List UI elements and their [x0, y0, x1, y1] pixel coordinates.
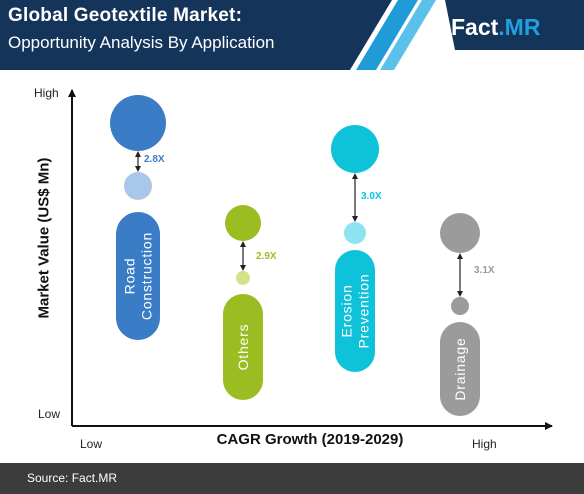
others-pill — [223, 294, 263, 400]
footer: Source: Fact.MR — [0, 463, 584, 494]
erosion-prevention-category-label: Erosion — [339, 284, 355, 337]
others-category-label: Others — [235, 324, 251, 371]
x-tick-high: High — [472, 437, 497, 451]
y-tick-low: Low — [38, 407, 61, 421]
road-construction-bubble-small — [124, 172, 152, 200]
header-stripe-1 — [356, 0, 418, 70]
erosion-prevention-bubble-large — [331, 125, 379, 173]
x-axis-label: CAGR Growth (2019-2029) — [216, 431, 404, 448]
erosion-prevention-bubble-small — [344, 222, 366, 244]
road-construction-category-label: Construction — [139, 232, 155, 320]
road-construction-bubble-large — [110, 95, 166, 151]
road-construction-pill — [116, 212, 160, 340]
erosion-prevention-multiplier-label: 3.0X — [361, 191, 382, 202]
drainage-bubble-large — [440, 213, 480, 253]
y-axis-label: Market Value (US$ Mn) — [35, 157, 53, 319]
source-text: Source: Fact.MR — [27, 471, 118, 485]
erosion-prevention-pill — [335, 250, 375, 372]
others-bubble-small — [236, 271, 250, 285]
chart-title: Global Geotextile Market: — [8, 5, 243, 26]
drainage-multiplier-label: 3.1X — [474, 265, 495, 276]
header-dark-band — [0, 0, 392, 70]
brand-logo: Fact.MR — [451, 14, 540, 41]
logo-box — [445, 0, 584, 50]
drainage-bubble-small — [451, 297, 469, 315]
chart-subtitle: Opportunity Analysis By Application — [8, 33, 275, 52]
logo-mr-text: .MR — [498, 14, 541, 40]
plot-area: 2.8X Road Construction 2.9X Others 3.0X Erosio… — [68, 89, 553, 430]
header-stripe-2 — [380, 0, 436, 70]
erosion-prevention-category-label: Prevention — [356, 274, 372, 349]
logo-fact-text: Fact — [451, 14, 499, 40]
drainage-pill — [440, 322, 480, 416]
header-banner — [0, 0, 584, 70]
road-construction-category-label: Road — [122, 258, 138, 295]
others-bubble-large — [225, 205, 261, 241]
drainage-category-label: Drainage — [452, 337, 468, 400]
road-construction-multiplier-label: 2.8X — [144, 154, 165, 165]
others-multiplier-label: 2.9X — [256, 251, 277, 262]
header: Global Geotextile Market: Opportunity An… — [0, 0, 584, 70]
x-tick-low: Low — [80, 437, 103, 451]
y-tick-high: High — [34, 86, 59, 100]
